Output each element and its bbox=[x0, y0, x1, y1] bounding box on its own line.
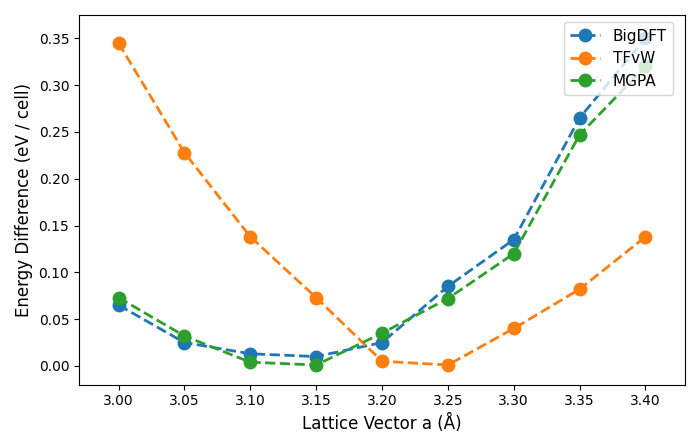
TFvW bbox=[378, 358, 386, 364]
TFvW bbox=[180, 150, 188, 155]
MGPA bbox=[180, 333, 188, 339]
Line: BigDFT: BigDFT bbox=[112, 32, 652, 363]
TFvW bbox=[246, 234, 255, 240]
MGPA bbox=[510, 251, 518, 256]
MGPA bbox=[312, 362, 321, 368]
MGPA bbox=[246, 359, 255, 365]
TFvW bbox=[575, 287, 584, 292]
BigDFT bbox=[575, 115, 584, 121]
Line: MGPA: MGPA bbox=[112, 60, 652, 371]
TFvW bbox=[312, 295, 321, 300]
Line: TFvW: TFvW bbox=[112, 37, 652, 371]
TFvW bbox=[510, 326, 518, 331]
BigDFT bbox=[114, 302, 122, 308]
TFvW bbox=[114, 40, 122, 46]
BigDFT bbox=[180, 340, 188, 345]
X-axis label: Lattice Vector a (Å): Lattice Vector a (Å) bbox=[302, 414, 462, 433]
MGPA bbox=[641, 64, 650, 69]
MGPA bbox=[378, 331, 386, 336]
BigDFT bbox=[312, 354, 321, 359]
BigDFT bbox=[378, 340, 386, 345]
BigDFT bbox=[510, 237, 518, 242]
MGPA bbox=[575, 132, 584, 138]
BigDFT bbox=[641, 36, 650, 41]
TFvW bbox=[444, 362, 452, 368]
TFvW bbox=[641, 234, 650, 240]
Legend: BigDFT, TFvW, MGPA: BigDFT, TFvW, MGPA bbox=[564, 22, 673, 95]
MGPA bbox=[114, 295, 122, 300]
MGPA bbox=[444, 296, 452, 301]
BigDFT bbox=[444, 284, 452, 289]
Y-axis label: Energy Difference (eV / cell): Energy Difference (eV / cell) bbox=[15, 83, 33, 317]
BigDFT bbox=[246, 351, 255, 357]
